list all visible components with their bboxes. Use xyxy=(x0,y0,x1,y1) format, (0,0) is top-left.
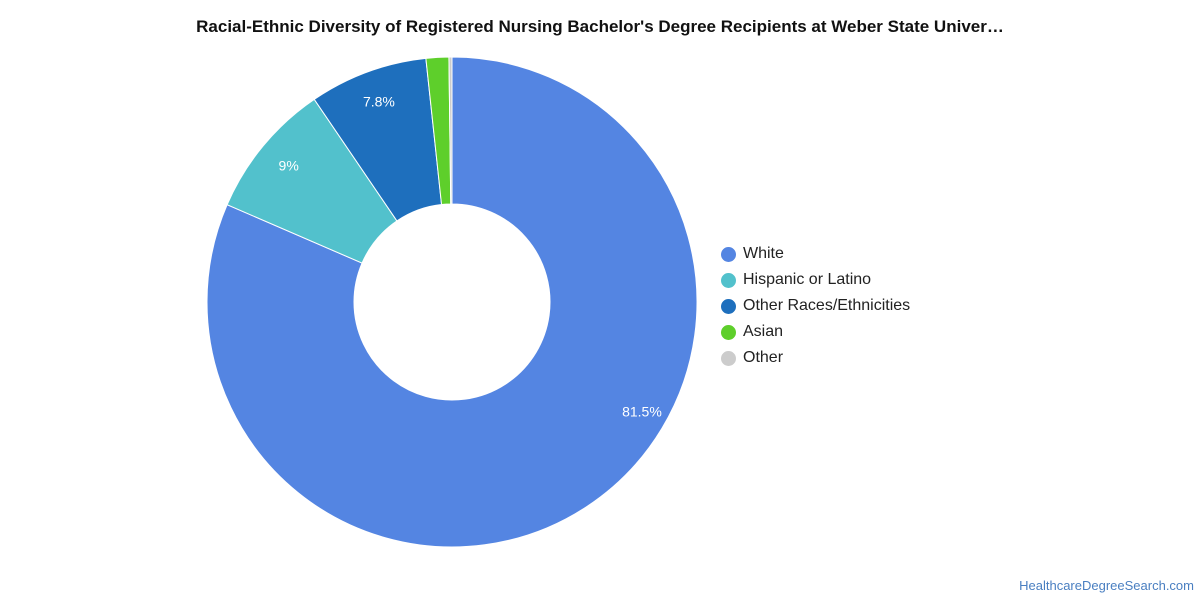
legend-swatch xyxy=(721,246,736,262)
chart-legend: White Hispanic or Latino Other Races/Ethni… xyxy=(721,241,910,371)
legend-swatch xyxy=(721,298,736,314)
chart-title: Racial-Ethnic Diversity of Registered Nu… xyxy=(196,17,1004,36)
legend-swatch xyxy=(721,324,736,340)
legend-swatch xyxy=(721,272,736,288)
legend-label: Hispanic or Latino xyxy=(743,271,872,288)
legend-item-hispanic-or-latino[interactable]: Hispanic or Latino xyxy=(721,267,910,293)
legend-item-other-races-ethnicities[interactable]: Other Races/Ethnicities xyxy=(721,293,910,319)
slice-label-other-races-ethnicities: 7.8% xyxy=(363,94,395,110)
legend-item-asian[interactable]: Asian xyxy=(721,319,910,345)
slice-label-white: 81.5% xyxy=(622,404,662,420)
legend-item-other[interactable]: Other xyxy=(721,345,910,371)
legend-label: White xyxy=(743,245,784,262)
slice-other[interactable] xyxy=(448,56,453,205)
slice-white[interactable] xyxy=(206,56,698,548)
source-credit[interactable]: HealthcareDegreeSearch.com xyxy=(1019,578,1194,593)
legend-item-white[interactable]: White xyxy=(721,241,910,267)
legend-label: Other Races/Ethnicities xyxy=(743,297,911,314)
legend-label: Other xyxy=(743,349,784,366)
slice-label-hispanic-or-latino: 9% xyxy=(279,158,299,174)
legend-swatch xyxy=(721,350,736,366)
legend-label: Asian xyxy=(743,323,784,340)
